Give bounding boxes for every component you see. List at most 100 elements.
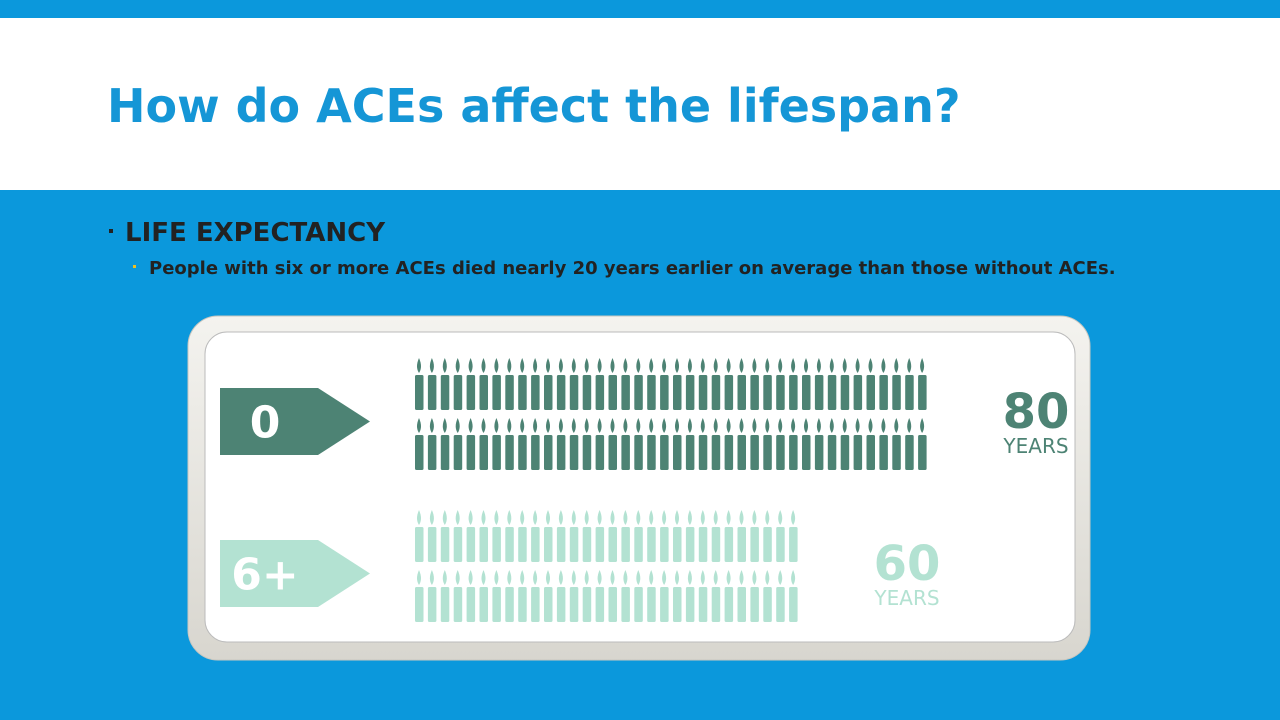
candle	[763, 358, 772, 410]
unit: YEARS	[1002, 434, 1068, 458]
candle	[518, 358, 527, 410]
candle-flame	[920, 358, 925, 373]
candle-flame	[778, 418, 783, 433]
candle	[608, 358, 617, 410]
candle-body	[582, 527, 592, 562]
candle	[582, 358, 592, 410]
candle-body	[698, 375, 708, 410]
candle-body	[698, 527, 708, 562]
candle	[595, 570, 605, 622]
candle-body	[905, 435, 914, 470]
candle-flame	[778, 510, 783, 525]
candle-body	[415, 375, 424, 410]
candle	[866, 358, 875, 410]
sub-bullet-marker	[133, 265, 136, 268]
candle	[802, 358, 811, 410]
candle-body	[866, 435, 875, 470]
candle-body	[518, 435, 527, 470]
candle	[918, 418, 927, 470]
candle-body	[415, 435, 424, 470]
candle	[415, 358, 424, 410]
candle	[479, 418, 488, 470]
candle	[453, 570, 463, 622]
candle	[427, 570, 437, 622]
candle-flame	[739, 418, 744, 433]
candle-flame	[610, 418, 615, 433]
candle-body	[518, 587, 527, 622]
candle-flame	[816, 418, 821, 433]
candle-body	[802, 435, 811, 470]
candle-flame	[429, 358, 434, 373]
candle	[440, 418, 450, 470]
candle-body	[647, 375, 656, 410]
candle	[634, 418, 643, 470]
candle	[453, 510, 463, 562]
candle	[634, 510, 643, 562]
candle-flame	[546, 418, 550, 433]
candle	[789, 418, 798, 470]
candle-flame	[610, 510, 615, 525]
candle	[518, 570, 527, 622]
candle-flame	[907, 358, 912, 373]
candle-flame	[662, 510, 667, 525]
candle-flame	[533, 418, 538, 433]
candle	[879, 358, 888, 410]
candle-body	[453, 375, 463, 410]
candle-body	[634, 527, 643, 562]
candle-body	[492, 435, 501, 470]
candle-flame	[481, 358, 486, 373]
candle-flame	[468, 510, 473, 525]
candle	[634, 358, 643, 410]
arrow	[220, 540, 370, 607]
candle	[737, 418, 746, 470]
candle	[415, 510, 424, 562]
candle-body	[840, 375, 850, 410]
candle	[634, 570, 643, 622]
candle-body	[918, 375, 927, 410]
candle	[505, 510, 514, 562]
candle	[685, 358, 695, 410]
candle-body	[853, 435, 863, 470]
candle	[866, 418, 875, 470]
candle-body	[415, 527, 424, 562]
candle-body	[531, 527, 540, 562]
candle-body	[440, 435, 450, 470]
candle-body	[479, 587, 488, 622]
candle-body	[711, 587, 721, 622]
candle-flame	[855, 358, 860, 373]
candle	[711, 418, 721, 470]
candle-body	[492, 375, 501, 410]
candle-flame	[636, 418, 641, 433]
candle-flame	[739, 510, 744, 525]
candle	[531, 510, 540, 562]
candle	[621, 418, 630, 470]
candle	[814, 358, 824, 410]
candle-body	[814, 435, 824, 470]
candle	[685, 418, 695, 470]
candle-flame	[584, 510, 589, 525]
candle-body	[556, 435, 566, 470]
candle-flame	[726, 358, 731, 373]
candle-body	[505, 587, 514, 622]
candle	[737, 510, 746, 562]
candle	[531, 358, 540, 410]
bullet: LIFE EXPECTANCY	[125, 218, 386, 248]
candle	[750, 510, 759, 562]
candle	[814, 418, 824, 470]
candle	[556, 358, 566, 410]
candle	[892, 418, 901, 470]
candle-body	[892, 375, 901, 410]
candle-body	[673, 587, 682, 622]
candle	[673, 418, 682, 470]
candle	[802, 418, 811, 470]
candle-body	[621, 587, 630, 622]
candle-flame	[417, 570, 421, 585]
unit: YEARS	[873, 586, 939, 610]
candle-body	[544, 587, 553, 622]
candle-flame	[533, 510, 538, 525]
candle-flame	[649, 510, 654, 525]
candle-flame	[636, 570, 641, 585]
candle-body	[802, 375, 811, 410]
candle	[711, 570, 721, 622]
candle	[582, 510, 592, 562]
